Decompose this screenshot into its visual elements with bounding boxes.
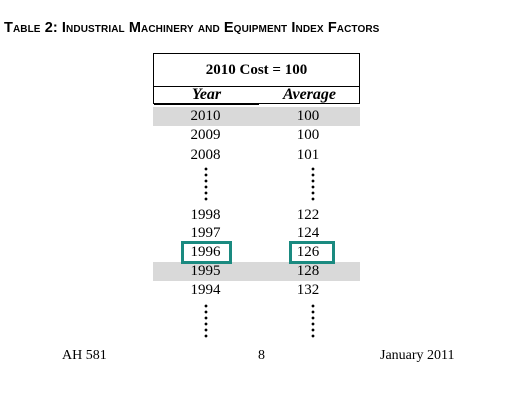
year-column-header: Year [154, 86, 259, 105]
ellipsis-dots-year [204, 166, 208, 202]
footer-page-number: 8 [258, 348, 265, 363]
table-row: 1994 132 [153, 281, 360, 300]
average-cell: 100 [296, 127, 320, 143]
year-highlight-box [181, 241, 232, 264]
year-cell: 1996 [190, 244, 221, 260]
average-cell: 126 [296, 244, 320, 260]
average-cell: 132 [296, 282, 320, 298]
base-cost-label: 2010 Cost = 100 [154, 54, 359, 87]
year-cell: 2010 [190, 108, 221, 124]
table-row: 2010 100 [153, 107, 360, 126]
year-cell: 1994 [190, 282, 221, 298]
year-cell: 2008 [190, 147, 221, 163]
ellipsis-dots-average [311, 303, 315, 339]
average-cell: 124 [296, 225, 320, 241]
table-row-highlighted: 1996 126 [153, 243, 360, 262]
table-title: Table 2: Industrial Machinery and Equipm… [4, 20, 380, 36]
table-row: 2009 100 [153, 126, 360, 145]
table-row: 2008 101 [153, 146, 360, 165]
ellipsis-dots-year [204, 303, 208, 339]
table-row: 1998 122 [153, 206, 360, 225]
year-cell: 1995 [190, 263, 221, 279]
year-cell: 1997 [190, 225, 221, 241]
average-cell: 128 [296, 263, 320, 279]
average-highlight-box [289, 241, 335, 264]
footer-date: January 2011 [380, 348, 455, 363]
average-cell: 122 [296, 207, 320, 223]
footer-doc-id: AH 581 [62, 348, 107, 363]
average-cell: 101 [296, 147, 320, 163]
average-cell: 100 [296, 108, 320, 124]
year-cell: 1998 [190, 207, 221, 223]
year-cell: 2009 [190, 127, 221, 143]
average-column-header: Average [282, 86, 336, 103]
ellipsis-dots-average [311, 166, 315, 202]
table-row: 1995 128 [153, 262, 360, 281]
table-header: 2010 Cost = 100 Year Average [153, 53, 360, 105]
table-row: 1997 124 [153, 224, 360, 243]
